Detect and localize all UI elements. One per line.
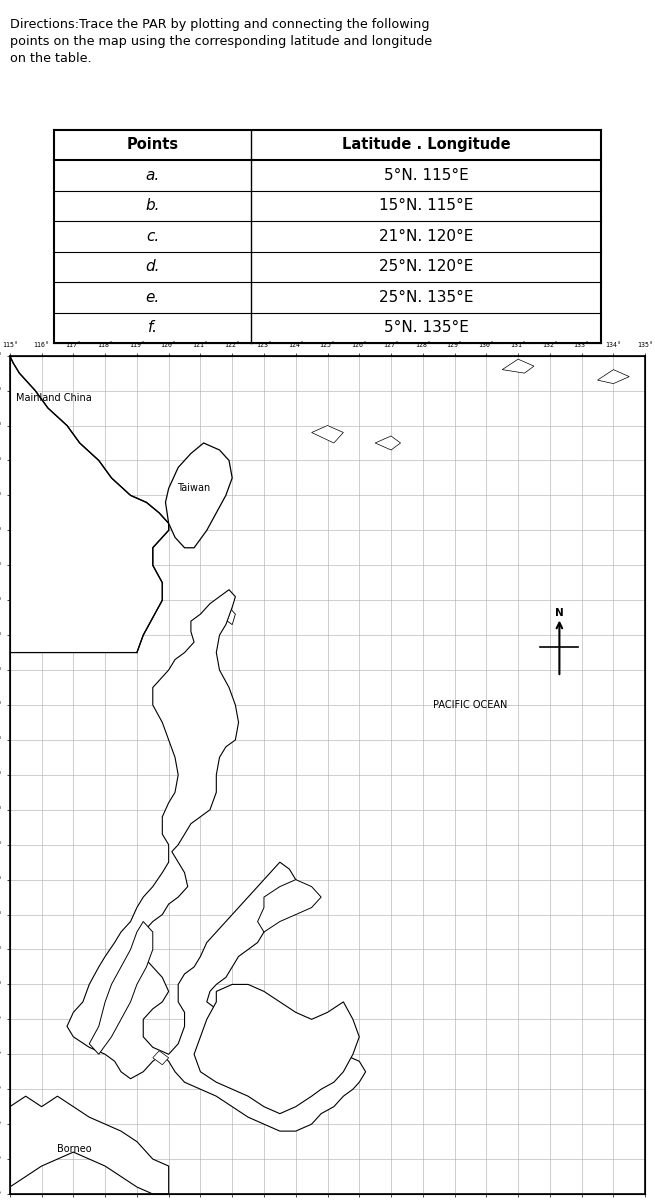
- Polygon shape: [10, 1096, 169, 1194]
- Text: Latitude . Longitude: Latitude . Longitude: [342, 137, 510, 152]
- Text: 15°N. 115°E: 15°N. 115°E: [379, 198, 473, 214]
- Polygon shape: [597, 370, 629, 384]
- Text: Taiwan: Taiwan: [178, 484, 211, 493]
- Polygon shape: [502, 359, 534, 373]
- Text: d.: d.: [145, 259, 160, 275]
- Polygon shape: [89, 922, 153, 1055]
- Polygon shape: [153, 1051, 169, 1064]
- Text: 5°N. 115°E: 5°N. 115°E: [384, 168, 468, 182]
- Text: PACIFIC OCEAN: PACIFIC OCEAN: [433, 700, 508, 710]
- Polygon shape: [194, 984, 360, 1114]
- Text: f.: f.: [148, 320, 158, 335]
- Text: 21°N. 120°E: 21°N. 120°E: [379, 229, 473, 244]
- Polygon shape: [223, 607, 235, 625]
- Text: Borneo: Borneo: [58, 1144, 92, 1153]
- Text: 5°N. 135°E: 5°N. 135°E: [384, 320, 468, 335]
- Text: c.: c.: [146, 229, 159, 244]
- Polygon shape: [375, 436, 401, 450]
- Polygon shape: [312, 426, 343, 443]
- Polygon shape: [10, 355, 169, 653]
- Polygon shape: [257, 880, 321, 932]
- Text: b.: b.: [145, 198, 160, 214]
- Text: 25°N. 135°E: 25°N. 135°E: [379, 289, 473, 305]
- Text: Points: Points: [126, 137, 179, 152]
- Text: N: N: [555, 607, 564, 618]
- Text: Mainland China: Mainland China: [16, 392, 92, 402]
- Text: a.: a.: [145, 168, 160, 182]
- Polygon shape: [166, 443, 233, 547]
- Text: e.: e.: [145, 289, 160, 305]
- Polygon shape: [67, 589, 365, 1132]
- Text: 25°N. 120°E: 25°N. 120°E: [379, 259, 473, 275]
- Text: Directions:Trace the PAR by plotting and connecting the following
points on the : Directions:Trace the PAR by plotting and…: [10, 18, 432, 65]
